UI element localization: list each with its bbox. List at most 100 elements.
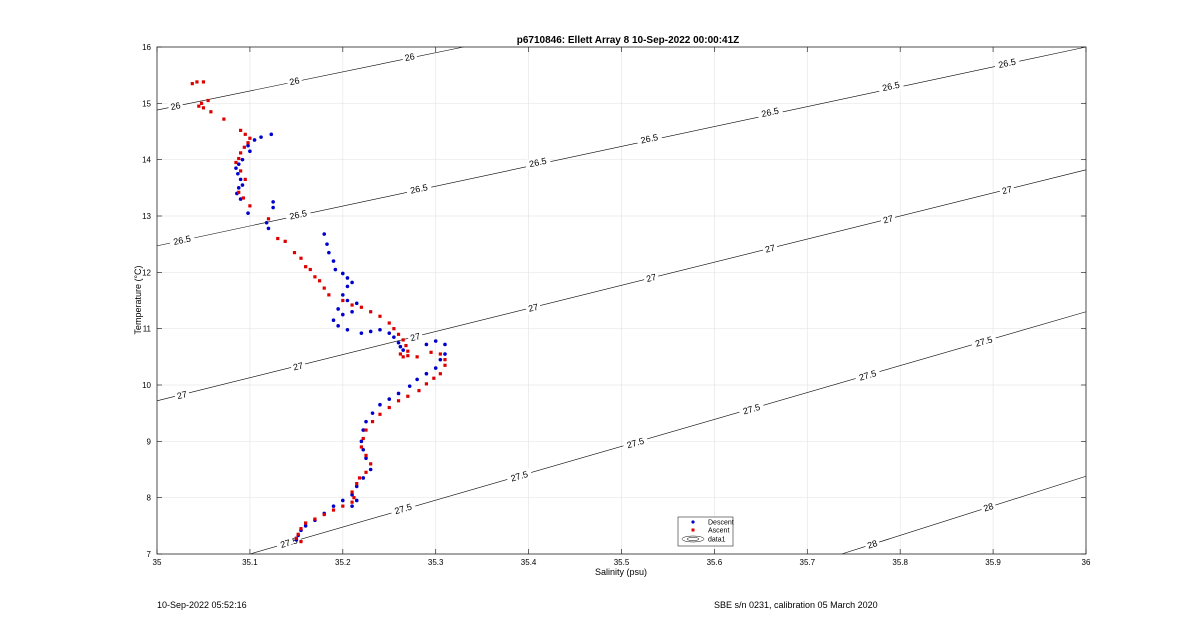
ascent-point <box>292 251 297 255</box>
isopycnal-label-bg <box>506 468 533 485</box>
ascent-point <box>299 527 303 531</box>
descent-point <box>236 171 240 176</box>
isopycnal-label-bg <box>993 55 1021 71</box>
descent-point <box>345 284 350 289</box>
descent-point <box>331 318 336 323</box>
isopycnal-label: 27.5 <box>626 436 646 450</box>
descent-point <box>246 211 250 215</box>
legend-descent-label: Descent <box>708 520 734 527</box>
ascent-point <box>246 141 250 145</box>
y-tick-label: 15 <box>142 99 151 108</box>
ascent-point <box>350 500 354 504</box>
y-tick-label: 9 <box>147 437 152 446</box>
ascent-point <box>327 293 331 297</box>
isopycnal-label-bg <box>286 75 303 88</box>
plot-area: 26 26 26 26.5 26.5 26.5 26.5 26.5 26.5 26.5 26.5 27… <box>142 43 1091 567</box>
isopycnal-label-bg <box>854 367 881 384</box>
ascent-point <box>237 156 241 161</box>
descent-point <box>387 397 392 401</box>
isopycnal-label: 27 <box>882 213 894 225</box>
isopycnal-label: 27.5 <box>858 368 878 382</box>
descent-point <box>238 177 243 182</box>
x-tick-label: 35.4 <box>521 558 537 567</box>
descent-point <box>361 428 366 432</box>
descent-point <box>359 439 364 444</box>
descent-point <box>387 331 392 335</box>
isopycnal-label: 26.5 <box>528 156 547 169</box>
x-axis-label: Salinity (psu) <box>595 567 647 577</box>
ascent-point <box>299 540 303 544</box>
isopycnal-label-bg <box>173 388 191 402</box>
ascent-point <box>248 136 252 140</box>
ascent-point <box>359 445 363 449</box>
ascent-point <box>234 160 238 165</box>
ascent-point <box>355 481 359 486</box>
isopycnal-label-bg <box>738 400 765 418</box>
ascent-point <box>429 350 433 354</box>
ascent-point <box>378 314 382 318</box>
ascent-point <box>406 349 410 353</box>
isopycnal-label-bg <box>524 154 552 170</box>
descent-point <box>269 132 274 137</box>
isopycnal-label-bg <box>877 78 905 94</box>
ascent-point <box>239 151 243 155</box>
descent-point <box>350 504 354 508</box>
ascent-point <box>443 363 447 367</box>
descent-point <box>259 135 263 139</box>
descent-point <box>350 280 354 285</box>
descent-point <box>240 157 245 162</box>
ascent-point <box>296 532 300 536</box>
descent-point <box>398 344 403 349</box>
isopycnal-line <box>841 475 1087 555</box>
descent-point <box>392 335 396 339</box>
descent-point <box>433 339 438 343</box>
ascent-point <box>359 305 363 309</box>
x-tick-label: 35.1 <box>242 558 258 567</box>
descent-point <box>248 149 252 154</box>
descent-point <box>345 327 350 332</box>
isopycnal-line <box>156 46 1087 247</box>
descent-point <box>354 301 359 306</box>
ascent-point <box>406 394 410 398</box>
x-tick-label: 35.8 <box>892 558 908 567</box>
x-tick-label: 35.7 <box>800 558 816 567</box>
descent-point <box>322 232 327 236</box>
isopycnal-label: 27.5 <box>974 334 994 348</box>
descent-point <box>438 357 443 362</box>
isopycnal-label-bg <box>407 330 424 344</box>
isopycnal-label-bg <box>879 212 897 226</box>
isopycnal-label: 26 <box>404 51 416 63</box>
ascent-point <box>392 327 396 331</box>
ascent-point <box>304 521 308 525</box>
isopycnal-line <box>156 46 464 111</box>
isopycnal-label: 26.5 <box>761 106 780 119</box>
legend-ascent-marker <box>691 528 695 532</box>
ascent-point <box>241 196 245 200</box>
isopycnal-label: 27 <box>645 272 657 284</box>
ascent-point <box>370 420 375 424</box>
descent-point <box>271 205 275 210</box>
ascent-point <box>438 372 442 376</box>
ascent-point <box>304 265 308 269</box>
isopycnal-label-bg <box>401 50 418 64</box>
descent-point <box>345 298 350 303</box>
isopycnal-label-bg <box>168 232 196 248</box>
x-tick-label: 36 <box>1082 558 1091 567</box>
descent-point <box>266 226 271 231</box>
ascent-point <box>243 177 247 181</box>
chart-title: p6710846: Ellett Array 8 10-Sep-2022 00:… <box>517 35 740 46</box>
ascent-point <box>201 106 206 110</box>
isopycnal-label: 27 <box>764 243 776 255</box>
descent-point <box>331 259 336 263</box>
isopycnal-label: 26 <box>289 75 301 87</box>
x-tick-label: 35.6 <box>707 558 723 567</box>
x-tick-label: 35.2 <box>335 558 351 567</box>
ascent-point <box>378 412 382 416</box>
grid-lines <box>156 46 1087 555</box>
x-tick-label: 35.3 <box>428 558 444 567</box>
descent-point <box>341 498 345 503</box>
ascent-point <box>317 279 322 283</box>
ascent-point <box>396 332 401 336</box>
isopycnal-label-bg <box>167 99 184 113</box>
isopycnal-label-bg <box>970 333 998 350</box>
